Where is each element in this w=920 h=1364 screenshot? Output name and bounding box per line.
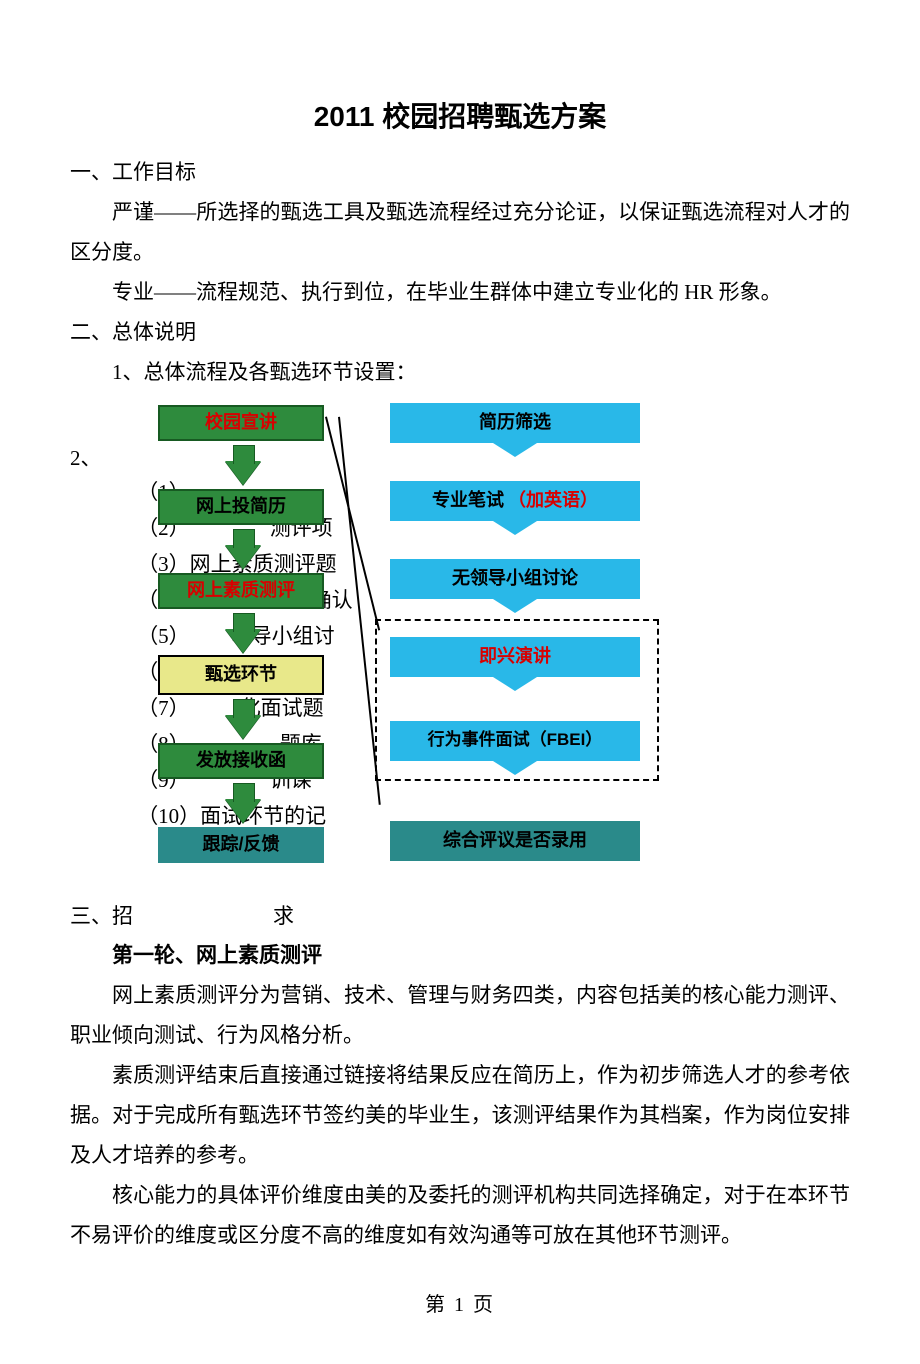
step-campus-talk: 校园宣讲	[158, 405, 324, 441]
page-title: 2011 校园招聘甄选方案	[70, 90, 850, 143]
step-selection: 甄选环节	[158, 655, 324, 695]
flowchart: 2、 （1） （2）测评项 （3）网上素质测评题 （4）的确认 （5）领导小组讨…	[70, 397, 850, 897]
section1-p1: 严谨——所选择的甄选工具及甄选流程经过充分论证，以保证甄选流程对人才的区分度。	[70, 193, 850, 273]
section1-p2: 专业——流程规范、执行到位，在毕业生群体中建立专业化的 HR 形象。	[70, 273, 850, 313]
bg-item2: 2、	[70, 439, 102, 479]
step-offer-letter: 发放接收函	[158, 743, 324, 779]
arrow-3	[225, 629, 261, 653]
section1-heading: 一、工作目标	[70, 153, 850, 193]
step-online-resume: 网上投简历	[158, 489, 324, 525]
section3-p3: 核心能力的具体评价维度由美的及委托的测评机构共同选择确定，对于在本环节不易评价的…	[70, 1176, 850, 1256]
section3-p1: 网上素质测评分为营销、技术、管理与财务四类，内容包括美的核心能力测评、职业倾向测…	[70, 976, 850, 1056]
section2-heading: 二、总体说明	[70, 313, 850, 353]
arrow-4	[225, 715, 261, 739]
arrow-2	[225, 545, 261, 569]
section3-sub: 第一轮、网上素质测评	[70, 936, 850, 976]
step-resume-screen: 简历筛选	[390, 403, 640, 443]
step-fbei: 行为事件面试（FBEI）	[390, 721, 640, 761]
step-impromptu-speech: 即兴演讲	[390, 637, 640, 677]
step-written-exam: 专业笔试（加英语）	[390, 481, 640, 521]
step-final-review: 综合评议是否录用	[390, 821, 640, 861]
step-online-assessment: 网上素质测评	[158, 573, 324, 609]
arrow-1	[225, 461, 261, 485]
step-followup: 跟踪/反馈	[158, 827, 324, 863]
page-footer: 第 1 页	[70, 1286, 850, 1324]
section3-p2: 素质测评结束后直接通过链接将结果反应在简历上，作为初步筛选人才的参考依据。对于完…	[70, 1056, 850, 1176]
section3-heading: 三、招求	[70, 897, 850, 937]
step-group-discussion: 无领导小组讨论	[390, 559, 640, 599]
arrow-5	[225, 799, 261, 823]
section2-item1: 1、总体流程及各甄选环节设置：	[70, 353, 850, 393]
